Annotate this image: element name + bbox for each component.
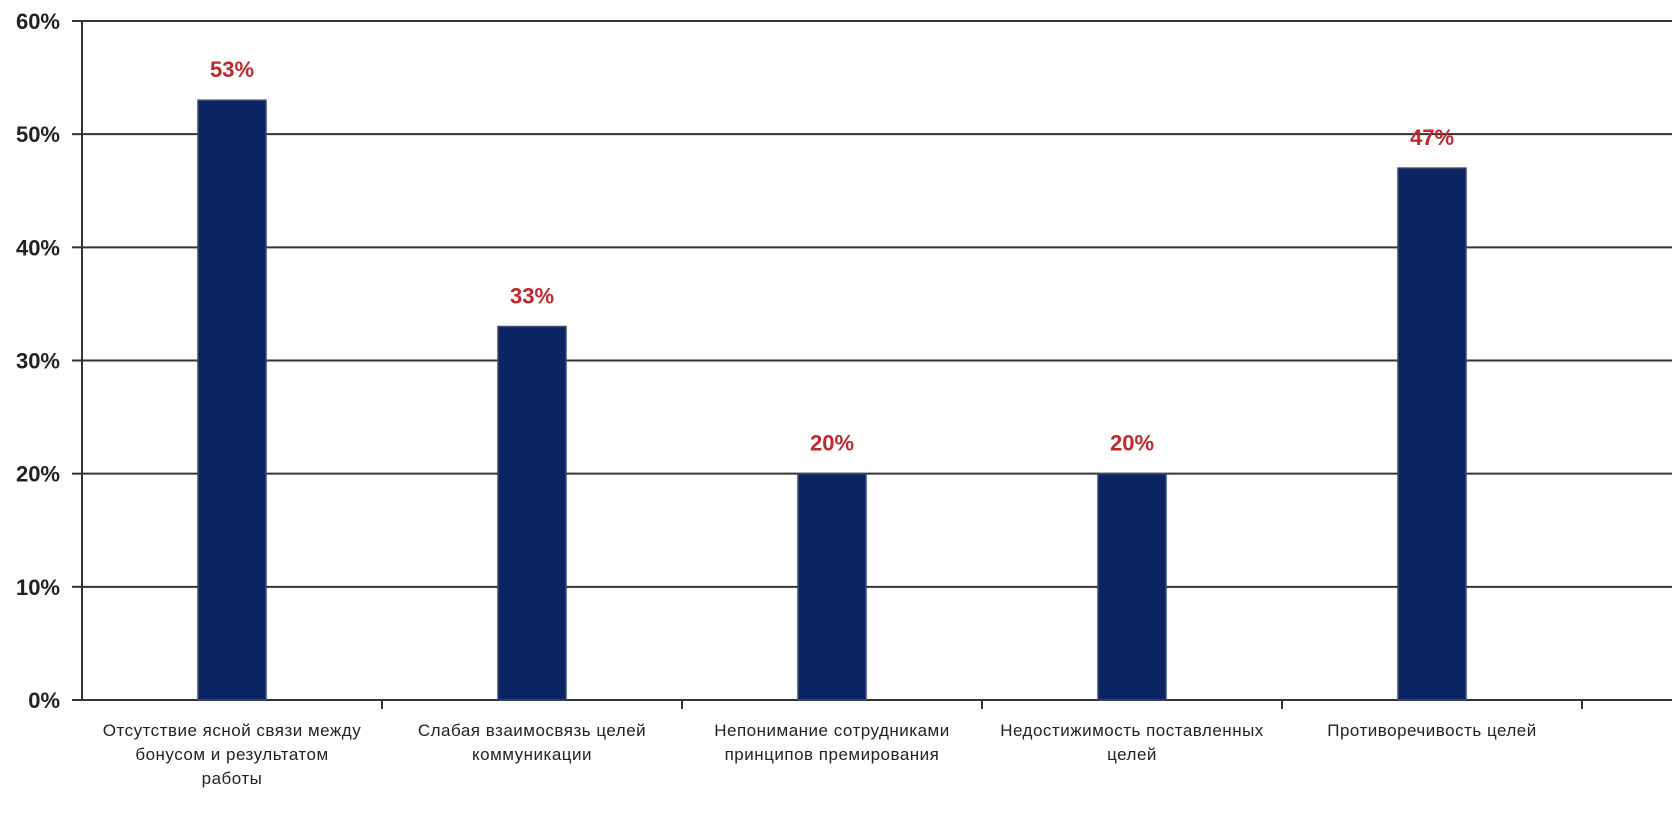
category-label: Отсутствие ясной связи между бонусом и ре… (103, 721, 361, 788)
category-label-line: работы (202, 769, 263, 788)
bars (197, 99, 1467, 701)
y-tick-label: 40% (16, 235, 60, 260)
category-label-line: принципов премирования (725, 745, 940, 764)
bar (1397, 167, 1467, 701)
category-label: Недостижимость поставленных целей (1000, 721, 1264, 764)
bar (797, 472, 867, 701)
category-label: Противоречивость целей (1327, 721, 1537, 740)
category-label-line: бонусом и результатом (135, 745, 328, 764)
category-label-line: целей (1107, 745, 1157, 764)
category-label: Непонимание сотрудниками принципов премир… (714, 721, 950, 764)
y-tick-label: 50% (16, 122, 60, 147)
y-tick-label: 60% (16, 9, 60, 34)
category-labels: Отсутствие ясной связи между бонусом и ре… (103, 721, 1537, 788)
bar (497, 325, 567, 701)
category-label-line: Недостижимость поставленных (1000, 721, 1264, 740)
y-tick-label: 20% (16, 462, 60, 487)
y-tick-label: 0% (28, 688, 60, 713)
y-tick-label: 10% (16, 575, 60, 600)
category-label-line: Отсутствие ясной связи между (103, 721, 361, 740)
category-label: Слабая взаимосвязь целей коммуникации (418, 721, 646, 764)
category-label-line: Слабая взаимосвязь целей (418, 721, 646, 740)
y-axis-tick-labels: 0% 10% 20% 30% 40% 50% 60% (16, 9, 82, 713)
value-label: 33% (510, 284, 554, 309)
category-label-line: коммуникации (472, 745, 592, 764)
category-label-line: Непонимание сотрудниками (714, 721, 950, 740)
category-label-line: Противоречивость целей (1327, 721, 1537, 740)
bar (1097, 472, 1167, 701)
value-labels: 53% 33% 20% 20% 47% (210, 57, 1454, 455)
bar (197, 99, 267, 701)
value-label: 47% (1410, 125, 1454, 150)
y-tick-label: 30% (16, 349, 60, 374)
value-label: 20% (1110, 431, 1154, 456)
value-label: 53% (210, 57, 254, 82)
value-label: 20% (810, 431, 854, 456)
